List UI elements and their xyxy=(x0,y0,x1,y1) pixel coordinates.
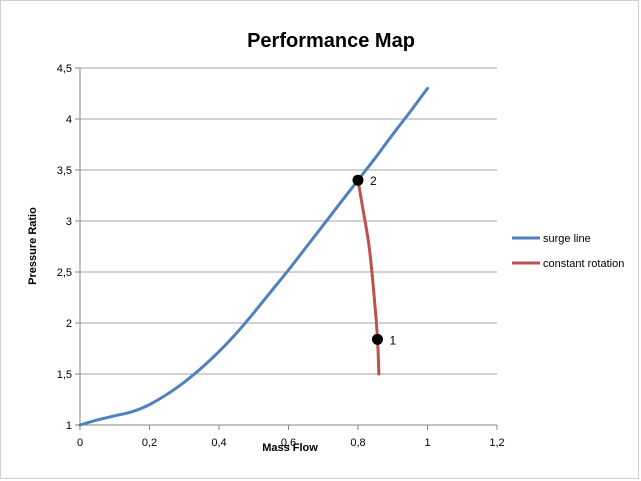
annotation-label-2: 2 xyxy=(370,174,377,188)
y-tick-label: 1 xyxy=(66,420,72,432)
series-line-constant-rotation xyxy=(356,178,381,376)
x-axis-title: Mass Flow xyxy=(262,442,318,454)
legend: surge line constant rotation xyxy=(512,233,624,270)
y-tick-label: 4,5 xyxy=(57,63,72,75)
axes: 1 1,5 2 2,5 3 3,5 4 4,5 0 0,2 0,4 0,6 0,8 1 1,2 xyxy=(57,63,505,449)
series-lines xyxy=(78,86,429,427)
chart-title: Performance Map xyxy=(247,30,415,52)
legend-label-surge-line: surge line xyxy=(543,233,591,245)
y-tick-label: 3 xyxy=(66,216,72,228)
y-tick-label: 3,5 xyxy=(57,165,72,177)
y-tick-label: 1,5 xyxy=(57,369,72,381)
x-tick-label: 1,2 xyxy=(489,437,504,449)
y-tick-label: 2,5 xyxy=(57,267,72,279)
x-tick-label: 0,2 xyxy=(142,437,157,449)
y-tick-label: 4 xyxy=(66,114,72,126)
annotation-label-1: 1 xyxy=(389,333,396,347)
y-tick-label: 2 xyxy=(66,318,72,330)
annotation-markers: 21 xyxy=(352,174,396,347)
x-tick-label: 0 xyxy=(77,437,83,449)
y-axis-title: Pressure Ratio xyxy=(27,207,39,285)
x-tick-label: 0,4 xyxy=(211,437,226,449)
x-tick-label: 0,8 xyxy=(350,437,365,449)
annotation-point-2 xyxy=(352,174,364,186)
x-tick-label: 1 xyxy=(424,437,430,449)
gridlines xyxy=(80,67,497,375)
legend-label-constant-rotation: constant rotation xyxy=(543,258,624,270)
annotation-point-1 xyxy=(371,333,383,345)
series-line-surge-line xyxy=(78,86,429,427)
x-tick-label: 0,6 xyxy=(281,437,296,449)
